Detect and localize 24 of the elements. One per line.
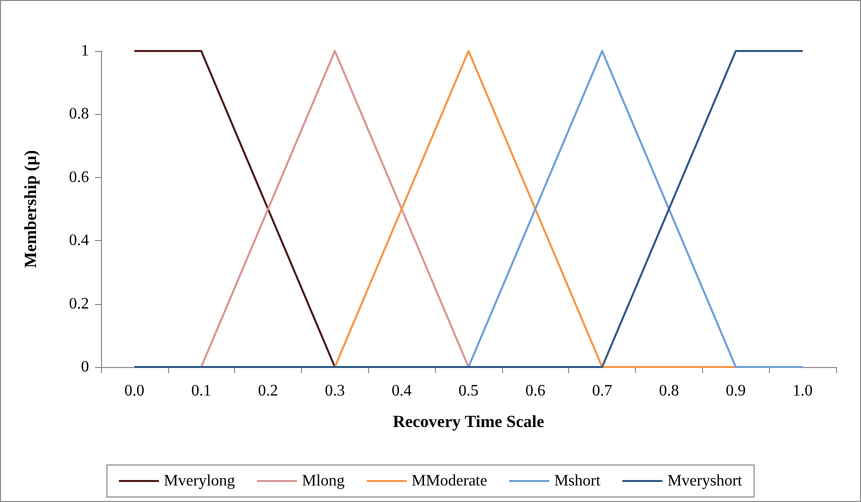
- x-tick-label: 0.6: [525, 382, 546, 400]
- y-tick-label: 0.4: [69, 232, 89, 250]
- x-tick-label: 0.1: [191, 382, 212, 400]
- x-tick-label: 0.9: [726, 382, 746, 400]
- x-tick-label: 0.4: [392, 382, 412, 400]
- legend-label: Mveryshort: [667, 472, 743, 490]
- y-tick-label: 0.6: [69, 168, 89, 186]
- y-tick-label: 0: [81, 358, 89, 376]
- legend-label: Mshort: [554, 472, 601, 490]
- x-axis-title: Recovery Time Scale: [392, 412, 545, 431]
- x-tick-label: 0.2: [258, 382, 278, 400]
- legend-label: Mlong: [302, 472, 345, 490]
- x-tick-label: 1.0: [792, 382, 813, 400]
- x-tick-label: 0.5: [458, 382, 478, 400]
- y-tick-label: 0.8: [69, 106, 89, 123]
- legend-label: Mverylong: [164, 472, 236, 490]
- x-tick-label: 0.3: [324, 382, 345, 400]
- y-tick-label: 1: [81, 42, 89, 60]
- x-tick-label: 0.8: [658, 382, 679, 400]
- y-axis-title: Membership (μ): [21, 150, 40, 268]
- y-tick-label: 0.2: [69, 295, 89, 312]
- legend-label: MModerate: [412, 472, 488, 490]
- x-tick-label: 0.7: [592, 382, 612, 400]
- x-tick-label: 0.0: [124, 382, 144, 400]
